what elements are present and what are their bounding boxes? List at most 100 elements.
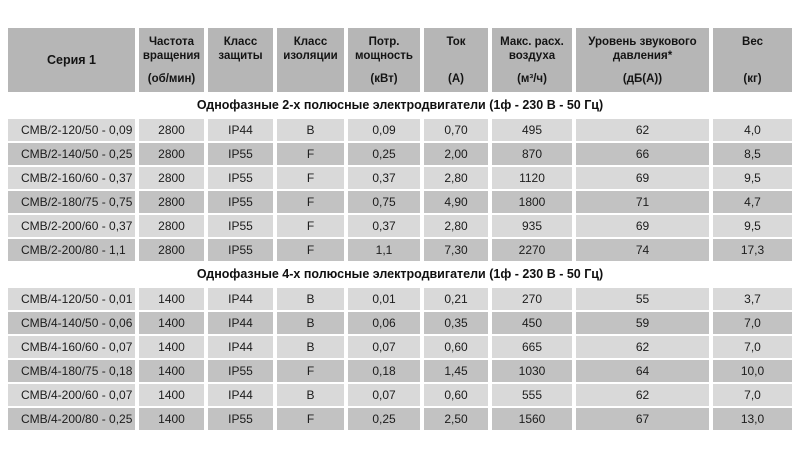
value-cell: 1030 bbox=[492, 360, 572, 382]
value-cell: B bbox=[277, 119, 344, 141]
table-row: CMB/2-200/60 - 0,37 2800 IP55 F 0,37 2,80 935 6… bbox=[8, 215, 792, 237]
value-cell: 4,90 bbox=[424, 191, 488, 213]
value-cell: 0,09 bbox=[348, 119, 420, 141]
value-cell: IP44 bbox=[208, 336, 273, 358]
value-cell: 0,21 bbox=[424, 288, 488, 310]
value-cell: 1400 bbox=[139, 336, 204, 358]
value-cell: 0,75 bbox=[348, 191, 420, 213]
col-unit: (дБ(А)) bbox=[622, 72, 663, 85]
value-cell: 69 bbox=[576, 167, 709, 189]
motor-spec-table: Серия 1 Частота вращения (об/мин) Класс … bbox=[4, 26, 796, 432]
col-header-speed: Частота вращения (об/мин) bbox=[139, 28, 204, 92]
value-cell: 1560 bbox=[492, 408, 572, 430]
value-cell: 555 bbox=[492, 384, 572, 406]
table-row: CMB/2-140/50 - 0,25 2800 IP55 F 0,25 2,00 870 6… bbox=[8, 143, 792, 165]
model-cell: CMB/2-200/80 - 1,1 bbox=[8, 239, 135, 261]
value-cell: 2,50 bbox=[424, 408, 488, 430]
header-row: Серия 1 Частота вращения (об/мин) Класс … bbox=[8, 28, 792, 92]
value-cell: 3,7 bbox=[713, 288, 792, 310]
table-row: CMB/4-180/75 - 0,18 1400 IP55 F 0,18 1,45 1030… bbox=[8, 360, 792, 382]
value-cell: 4,7 bbox=[713, 191, 792, 213]
col-title: Ток bbox=[446, 36, 466, 48]
value-cell: F bbox=[277, 360, 344, 382]
value-cell: B bbox=[277, 384, 344, 406]
value-cell: 71 bbox=[576, 191, 709, 213]
value-cell: 270 bbox=[492, 288, 572, 310]
value-cell: IP55 bbox=[208, 360, 273, 382]
value-cell: 69 bbox=[576, 215, 709, 237]
value-cell: 59 bbox=[576, 312, 709, 334]
value-cell: 1,1 bbox=[348, 239, 420, 261]
value-cell: 0,06 bbox=[348, 312, 420, 334]
table-row: CMB/4-140/50 - 0,06 1400 IP44 B 0,06 0,35 450 5… bbox=[8, 312, 792, 334]
value-cell: 495 bbox=[492, 119, 572, 141]
model-cell: CMB/2-120/50 - 0,09 bbox=[8, 119, 135, 141]
col-unit: (кг) bbox=[743, 72, 762, 85]
value-cell: B bbox=[277, 288, 344, 310]
value-cell: 1120 bbox=[492, 167, 572, 189]
value-cell: 2800 bbox=[139, 167, 204, 189]
model-cell: CMB/4-200/80 - 0,25 bbox=[8, 408, 135, 430]
value-cell: 935 bbox=[492, 215, 572, 237]
value-cell: 0,70 bbox=[424, 119, 488, 141]
col-unit: (об/мин) bbox=[147, 72, 196, 85]
value-cell: 0,60 bbox=[424, 384, 488, 406]
value-cell: IP44 bbox=[208, 384, 273, 406]
value-cell: 0,18 bbox=[348, 360, 420, 382]
col-unit: (А) bbox=[448, 72, 464, 85]
table-row: CMB/4-120/50 - 0,01 1400 IP44 B 0,01 0,21 270 5… bbox=[8, 288, 792, 310]
value-cell: 0,01 bbox=[348, 288, 420, 310]
value-cell: IP44 bbox=[208, 312, 273, 334]
model-cell: CMB/4-200/60 - 0,07 bbox=[8, 384, 135, 406]
value-cell: 0,07 bbox=[348, 336, 420, 358]
section-title: Однофазные 2-х полюсные электродвигатели… bbox=[8, 94, 792, 117]
model-cell: CMB/4-180/75 - 0,18 bbox=[8, 360, 135, 382]
value-cell: 2,80 bbox=[424, 215, 488, 237]
value-cell: 7,0 bbox=[713, 312, 792, 334]
value-cell: F bbox=[277, 167, 344, 189]
value-cell: 62 bbox=[576, 336, 709, 358]
value-cell: 870 bbox=[492, 143, 572, 165]
col-unit: (м³/ч) bbox=[517, 72, 547, 85]
col-header-series: Серия 1 bbox=[8, 28, 135, 92]
col-title: Макс. расх. воздуха bbox=[500, 36, 564, 63]
model-cell: CMB/2-180/75 - 0,75 bbox=[8, 191, 135, 213]
value-cell: 17,3 bbox=[713, 239, 792, 261]
model-cell: CMB/4-140/50 - 0,06 bbox=[8, 312, 135, 334]
value-cell: 2,00 bbox=[424, 143, 488, 165]
value-cell: 665 bbox=[492, 336, 572, 358]
value-cell: F bbox=[277, 191, 344, 213]
value-cell: 13,0 bbox=[713, 408, 792, 430]
col-title: Серия 1 bbox=[46, 52, 97, 67]
model-cell: CMB/2-160/60 - 0,37 bbox=[8, 167, 135, 189]
col-header-protection-class: Класс защиты bbox=[208, 28, 273, 92]
value-cell: 66 bbox=[576, 143, 709, 165]
value-cell: 1400 bbox=[139, 312, 204, 334]
value-cell: 1400 bbox=[139, 288, 204, 310]
col-title: Уровень звукового давления* bbox=[588, 36, 697, 63]
value-cell: 2800 bbox=[139, 191, 204, 213]
value-cell: 0,25 bbox=[348, 408, 420, 430]
table-row: CMB/2-120/50 - 0,09 2800 IP44 B 0,09 0,70 495 6… bbox=[8, 119, 792, 141]
value-cell: IP55 bbox=[208, 239, 273, 261]
table-row: CMB/2-180/75 - 0,75 2800 IP55 F 0,75 4,90 1800… bbox=[8, 191, 792, 213]
col-header-weight: Вес (кг) bbox=[713, 28, 792, 92]
value-cell: 2800 bbox=[139, 119, 204, 141]
value-cell: B bbox=[277, 336, 344, 358]
value-cell: IP55 bbox=[208, 191, 273, 213]
model-cell: CMB/2-200/60 - 0,37 bbox=[8, 215, 135, 237]
col-header-airflow: Макс. расх. воздуха (м³/ч) bbox=[492, 28, 572, 92]
value-cell: 9,5 bbox=[713, 215, 792, 237]
value-cell: IP55 bbox=[208, 215, 273, 237]
table-row: CMB/4-200/80 - 0,25 1400 IP55 F 0,25 2,50 1560… bbox=[8, 408, 792, 430]
value-cell: 0,60 bbox=[424, 336, 488, 358]
value-cell: 74 bbox=[576, 239, 709, 261]
value-cell: 0,37 bbox=[348, 167, 420, 189]
value-cell: F bbox=[277, 239, 344, 261]
value-cell: F bbox=[277, 215, 344, 237]
col-title: Частота вращения bbox=[142, 36, 201, 63]
value-cell: 62 bbox=[576, 119, 709, 141]
value-cell: 64 bbox=[576, 360, 709, 382]
model-cell: CMB/4-160/60 - 0,07 bbox=[8, 336, 135, 358]
